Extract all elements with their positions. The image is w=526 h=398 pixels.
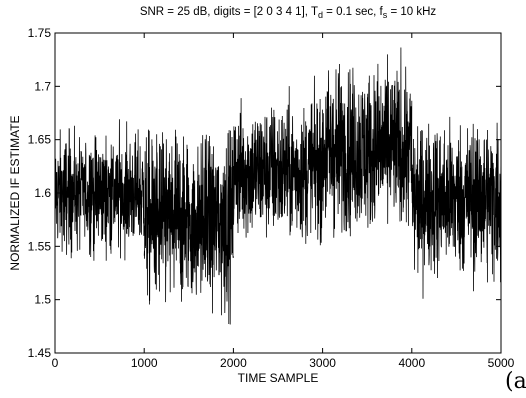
signal-segment xyxy=(143,129,234,325)
panel-label: (a) xyxy=(505,369,526,394)
signal-trace xyxy=(54,47,502,325)
x-tick-label: 1000 xyxy=(131,356,158,370)
x-tick-label: 2000 xyxy=(220,356,247,370)
y-tick-label: 1.65 xyxy=(28,133,52,147)
chart-title: SNR = 25 dB, digits = [2 0 3 4 1], Td = … xyxy=(140,6,437,20)
x-axis-label: TIME SAMPLE xyxy=(238,371,319,385)
signal-segment xyxy=(411,116,502,299)
signal-segment xyxy=(232,75,323,246)
plot-frame xyxy=(54,32,502,354)
y-axis-label: NORMALIZED IF ESTIMATE xyxy=(8,115,22,270)
x-tick-label: 0 xyxy=(52,356,59,370)
y-tick-label: 1.6 xyxy=(34,186,51,200)
y-tick-label: 1.55 xyxy=(28,239,52,253)
axis-tick-labels: 0 1000 2000 3000 4000 5000 1.45 1.5 1.55 1.6 1.65 1… xyxy=(28,26,515,370)
y-tick-label: 1.75 xyxy=(28,26,52,40)
signal-segment xyxy=(54,119,145,261)
y-tick-label: 1.7 xyxy=(34,79,51,93)
y-tick-label: 1.5 xyxy=(34,293,51,307)
signal-segment xyxy=(322,47,413,238)
x-tick-label: 5000 xyxy=(488,356,515,370)
y-tick-label: 1.45 xyxy=(28,346,52,360)
x-tick-label: 4000 xyxy=(398,356,425,370)
x-tick-label: 3000 xyxy=(309,356,336,370)
